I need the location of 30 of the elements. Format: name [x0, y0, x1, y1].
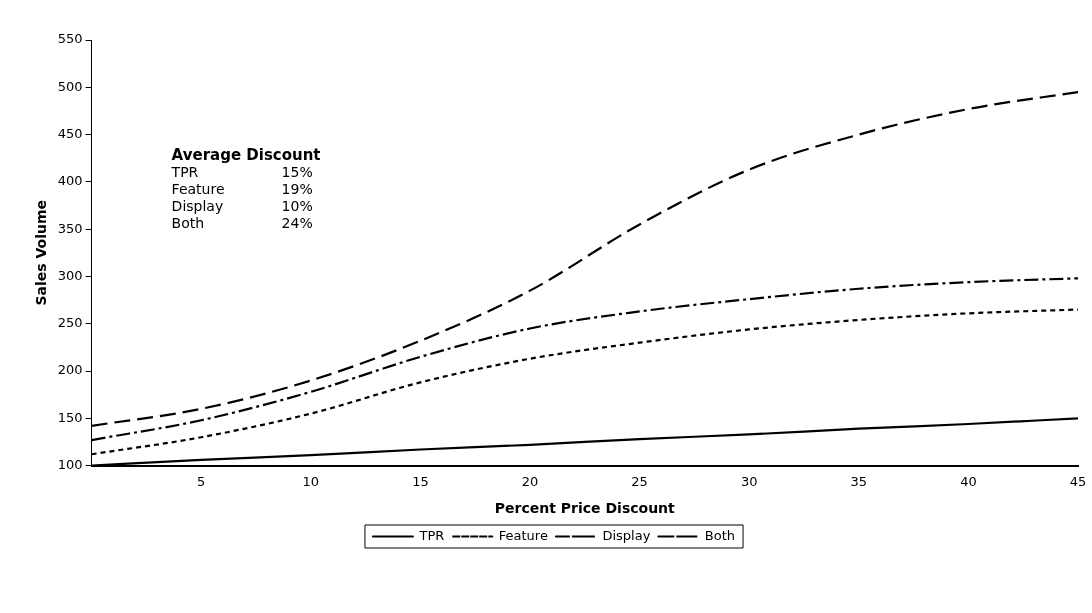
- y-tick-label: 400: [57, 173, 83, 189]
- x-axis-title: Percent Price Discount: [494, 500, 676, 517]
- x-tick-label: 40: [960, 473, 977, 489]
- y-axis-title: Sales Volume: [33, 200, 50, 306]
- text: Both 24%: [171, 215, 313, 231]
- x-tick-label: 15: [412, 473, 429, 489]
- y-tick-label: 300: [57, 267, 83, 283]
- x-tick-label: 10: [302, 473, 320, 489]
- x-tick-label: 35: [850, 473, 868, 489]
- x-tick-label: 5: [197, 473, 206, 489]
- y-tick-label: 500: [57, 78, 83, 94]
- x-tick-label: 45: [1069, 473, 1087, 489]
- y-tick-label: 200: [57, 362, 83, 378]
- y-tick-label: 550: [57, 31, 83, 47]
- y-tick-label: 350: [57, 220, 83, 236]
- text: Display 10%: [171, 198, 313, 214]
- annotation: Average Discount: [171, 146, 321, 164]
- legend-label: TPR: [418, 527, 445, 543]
- legend-label: Display: [602, 527, 651, 543]
- legend-label: Feature: [498, 527, 548, 543]
- x-tick-label: 30: [740, 473, 758, 489]
- legend-label: Both: [704, 527, 736, 543]
- x-tick-label: 20: [521, 473, 539, 489]
- x-tick-label: 25: [631, 473, 648, 489]
- y-tick-label: 150: [57, 409, 83, 425]
- text: TPR 15%: [171, 164, 313, 180]
- y-tick-label: 250: [57, 315, 83, 331]
- y-tick-label: 100: [57, 456, 83, 472]
- text: Feature 19%: [171, 181, 313, 197]
- y-tick-label: 450: [57, 125, 83, 141]
